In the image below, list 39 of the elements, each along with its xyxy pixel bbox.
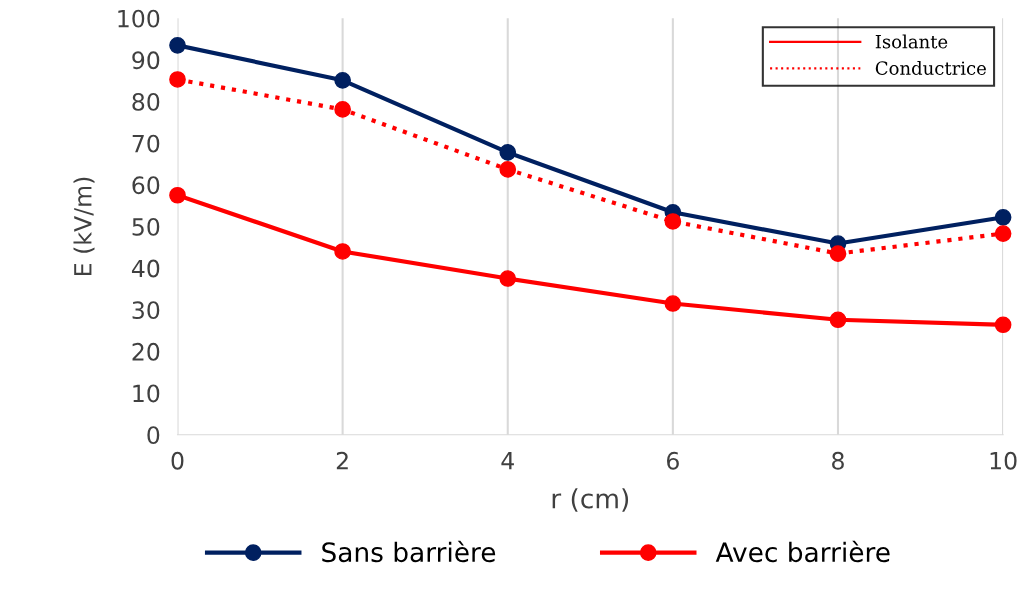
x-tick-label: 0 xyxy=(171,451,184,470)
annotation: Isolante xyxy=(875,34,948,49)
point xyxy=(169,186,186,204)
y-tick-label: 40 xyxy=(131,259,160,278)
point xyxy=(334,71,351,89)
point xyxy=(829,245,847,262)
y-tick-label: 10 xyxy=(133,384,160,403)
y-tick-label: 80 xyxy=(132,92,160,111)
y-tick-label: 30 xyxy=(132,301,160,320)
y-tick-label: 90 xyxy=(132,51,160,70)
point xyxy=(334,243,351,260)
point xyxy=(994,316,1012,334)
x-tick-label: 4 xyxy=(501,452,514,470)
point xyxy=(994,225,1012,242)
y-tick-label: 100 xyxy=(118,9,160,28)
y-tick-label: 60 xyxy=(132,176,160,195)
x-tick-label: 6 xyxy=(667,451,679,470)
point xyxy=(994,208,1012,226)
point xyxy=(334,101,351,118)
point xyxy=(664,213,682,230)
point xyxy=(829,311,847,329)
annotation: Conductrice xyxy=(875,60,986,75)
point xyxy=(499,144,517,161)
legend-label: Sans barrière xyxy=(322,540,496,563)
point xyxy=(499,161,517,178)
x-axis-title: r (cm) xyxy=(552,488,629,512)
x-tick-label: 8 xyxy=(832,451,844,470)
y-tick-label: 0 xyxy=(147,426,160,445)
x-tick-label: 10 xyxy=(990,451,1017,470)
point xyxy=(664,295,682,312)
legend-label: Avec barrière xyxy=(715,540,890,563)
point xyxy=(169,36,186,54)
point xyxy=(169,71,186,88)
y-tick-label: 20 xyxy=(132,342,160,361)
y-tick-label: 50 xyxy=(132,217,160,236)
y-tick-label: 70 xyxy=(132,134,160,153)
x-tick-label: 2 xyxy=(336,451,348,470)
y-axis-title: E (kV/m) xyxy=(73,177,95,275)
point xyxy=(499,270,517,287)
